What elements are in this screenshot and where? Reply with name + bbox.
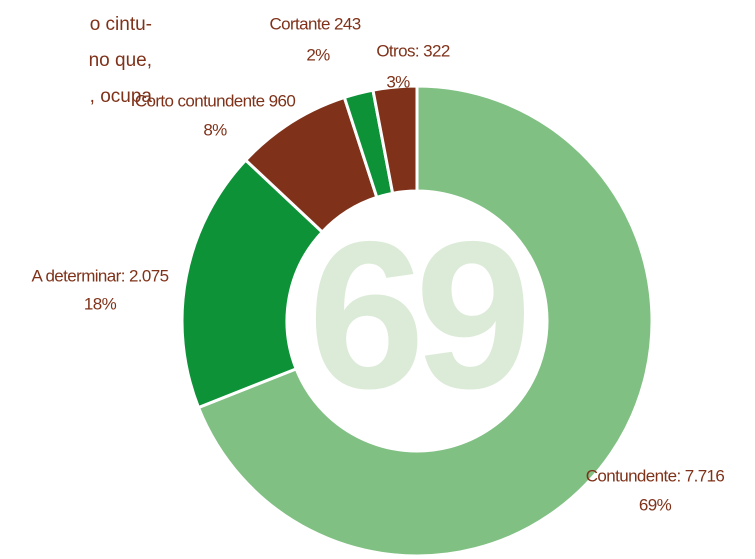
slice-percent: 3% [386,72,410,91]
slice-percent: 18% [84,294,117,313]
donut-slice [371,84,419,196]
slice-label: Cortante 243 [269,14,360,33]
slice-label: Otros: 322 [376,41,450,60]
slice-label: Corto contundente 960 [135,91,296,110]
body-text: no que, [89,50,152,71]
slice-percent: 8% [203,120,227,139]
donut-slice [180,158,325,410]
slice-label: A determinar: 2.075 [32,266,169,285]
donut-slice [196,84,654,558]
body-text: o cintu- [90,14,152,35]
slice-percent: 69% [639,495,672,514]
slice-percent: 2% [306,45,330,64]
body-text: , ocupa [90,86,153,107]
slice-label: Contundente: 7.716 [586,466,725,485]
center-label: 69 [308,197,524,432]
